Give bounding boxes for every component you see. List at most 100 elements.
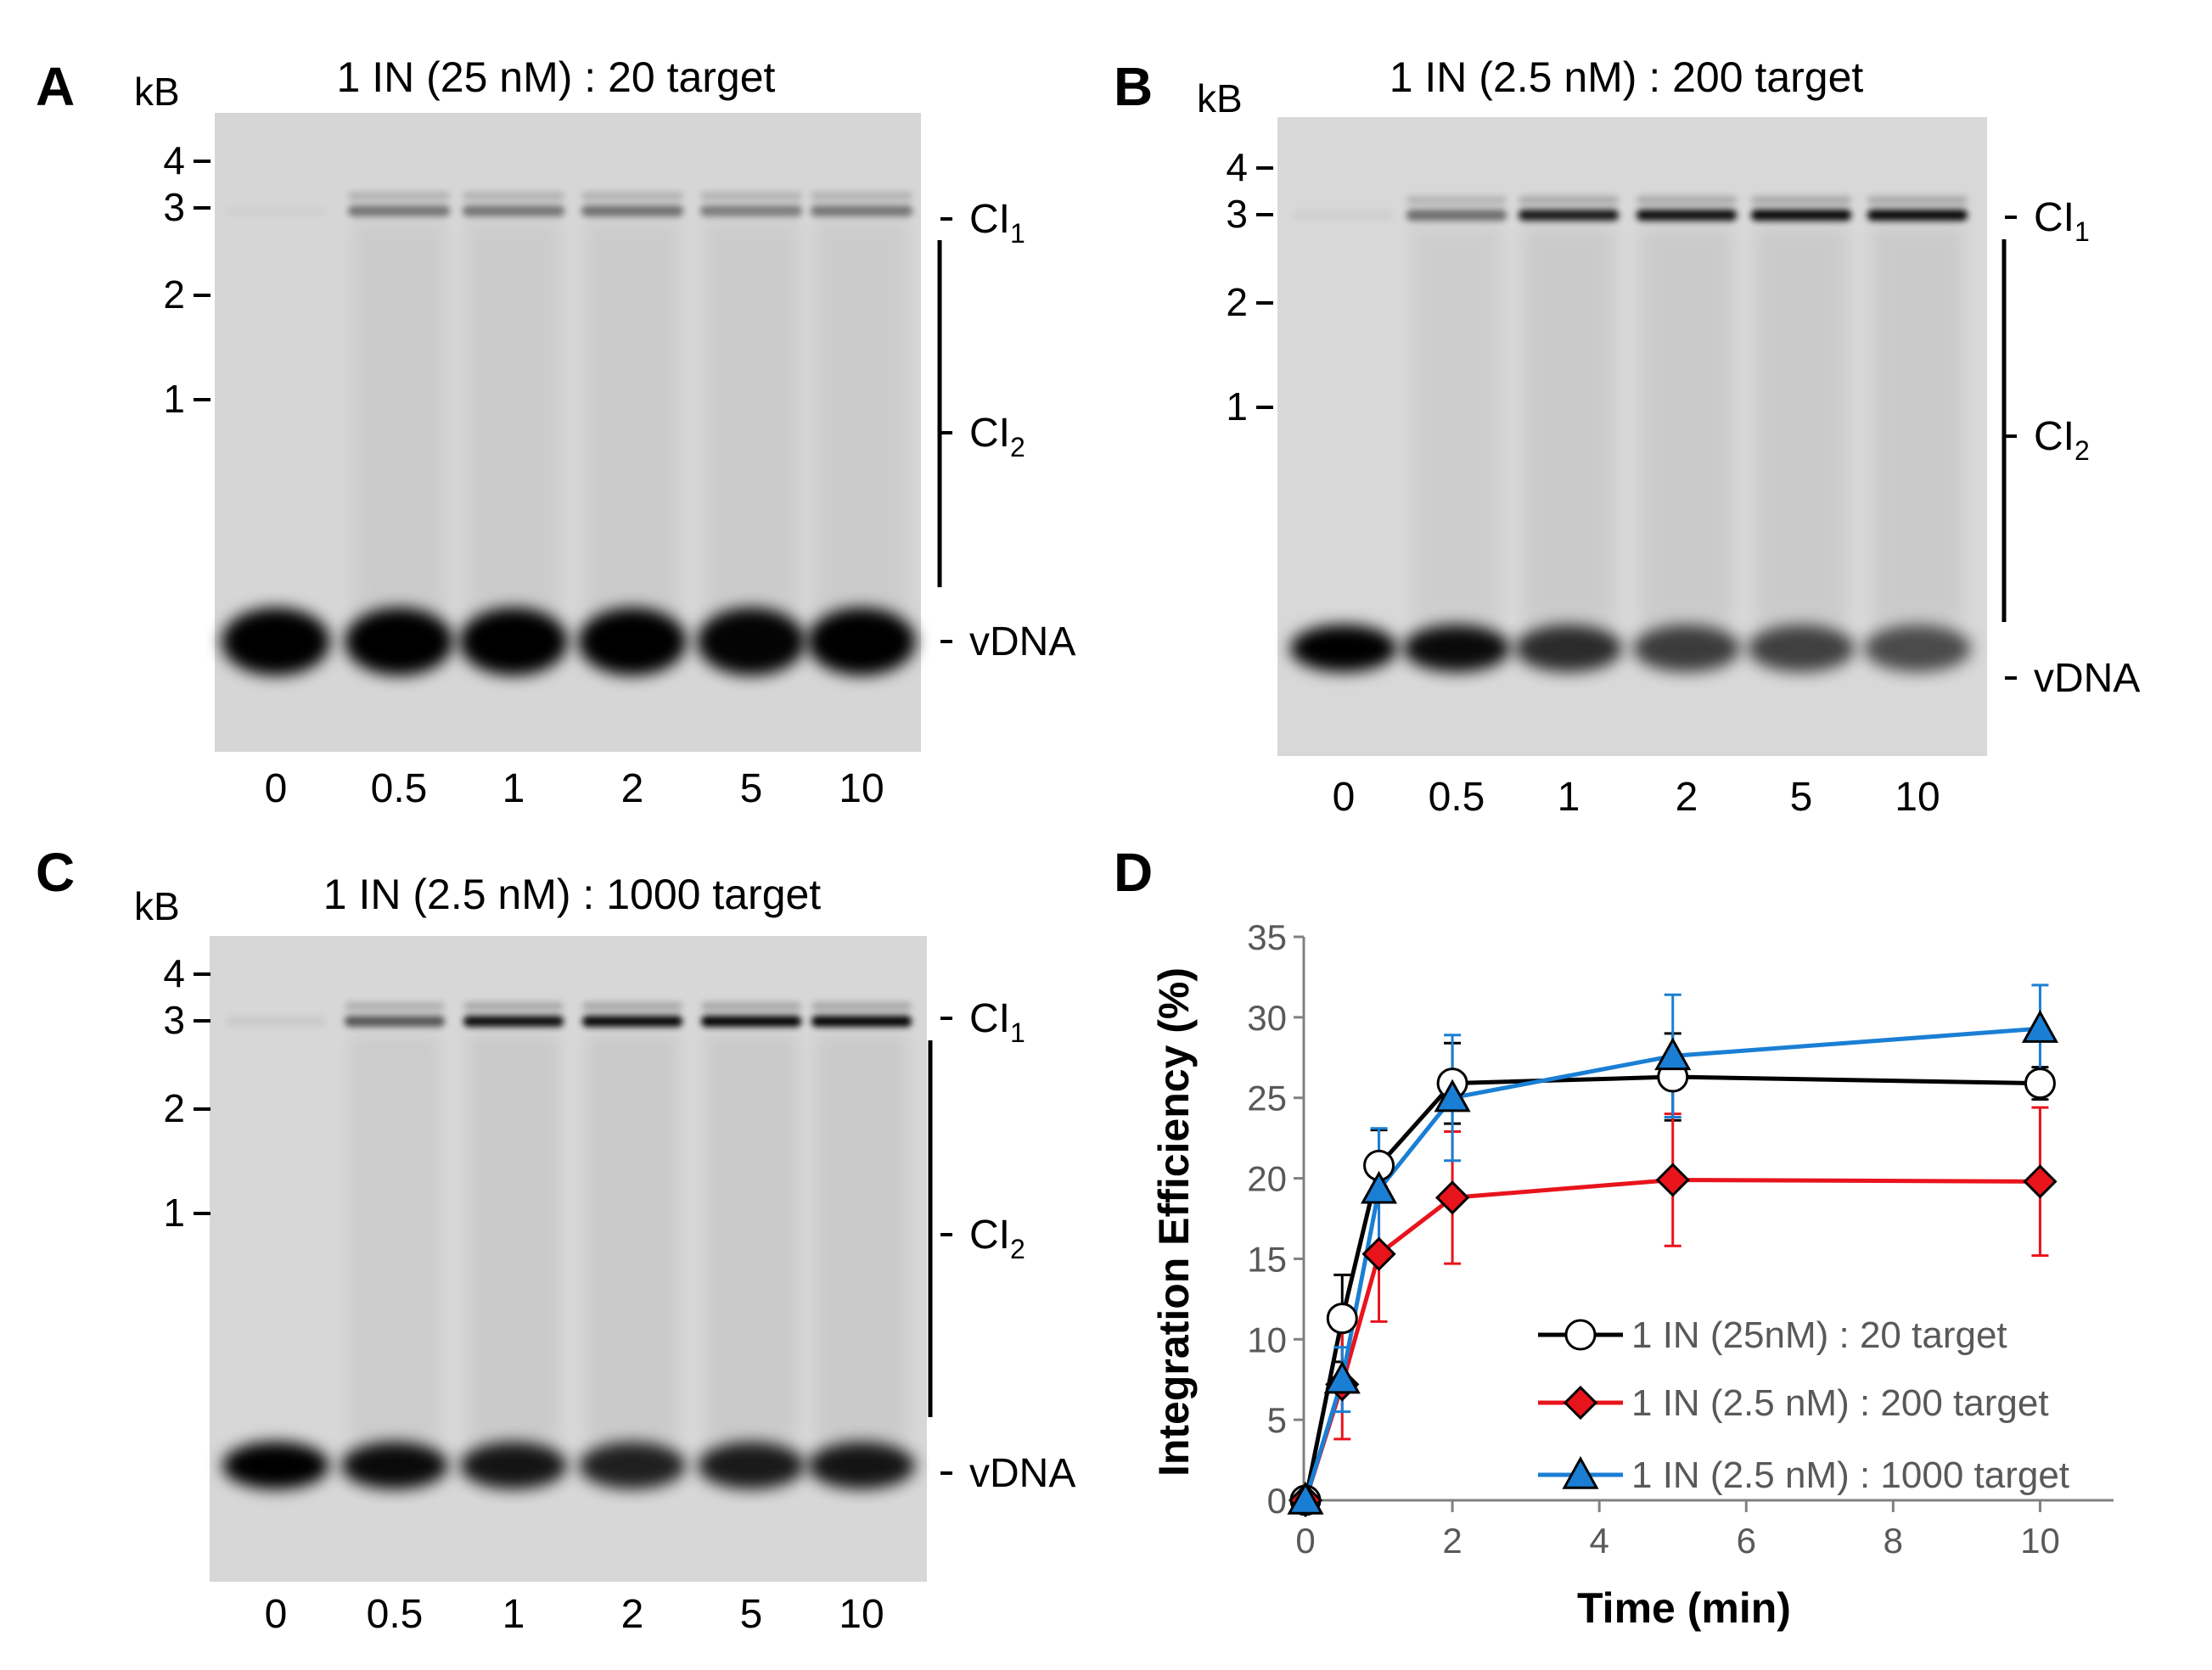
ci1-band <box>463 205 564 216</box>
legend-label: 1 IN (25nM) : 20 target <box>1631 1314 2007 1356</box>
vdna-band <box>1515 625 1622 672</box>
series-line <box>1303 1026 2041 1501</box>
ci1-label: CI1 <box>2034 195 2090 247</box>
ci2-smear <box>353 222 445 616</box>
upper-band <box>348 192 450 200</box>
upper-band <box>1637 196 1737 205</box>
ci2-smear <box>1872 227 1962 623</box>
gel-panel-b: B kB 1 IN (2.5 nM) : 200 target 4 3 2 1 … <box>1114 53 2140 820</box>
y-tick-label: 25 <box>1247 1079 1287 1118</box>
legend-marker-triangle <box>1562 1455 1599 1489</box>
ci2-smear <box>469 1035 559 1440</box>
data-point-triangle <box>1287 1481 1324 1515</box>
ci2-smear <box>350 1035 440 1440</box>
marker-label: 3 <box>163 185 185 229</box>
ci1-band <box>463 1016 564 1027</box>
gel-panel-a: A kB 1 IN (25 nM) : 20 target 4 3 2 1 CI… <box>36 53 1075 811</box>
ci1-band <box>345 1016 445 1027</box>
upper-band <box>1751 196 1851 205</box>
marker-label: 1 <box>1226 384 1248 429</box>
vdna-band <box>698 1442 805 1489</box>
upper-band <box>811 192 912 200</box>
legend-entry: 1 IN (2.5 nM) : 200 target <box>1538 1382 2049 1424</box>
lane-label: 1 <box>502 1592 525 1637</box>
vdna-label: vDNA <box>2034 656 2140 701</box>
marker-label: 2 <box>1226 280 1248 324</box>
upper-band <box>582 1002 682 1011</box>
ci2-label: CI2 <box>969 1213 1025 1264</box>
line-chart: 0 5 10 15 20 25 30 35 0 2 4 6 8 10 Time (min) Integrati… <box>1150 917 2114 1632</box>
lane-label: 5 <box>1790 775 1813 820</box>
lane-label: 0 <box>265 766 288 811</box>
ci1-band <box>811 1016 912 1027</box>
gel-lanes <box>222 192 916 675</box>
ci1-band <box>581 205 683 216</box>
ci1-band <box>811 205 912 216</box>
upper-band <box>700 192 802 200</box>
marker-label: 1 <box>163 1191 185 1235</box>
upper-band <box>1406 196 1507 205</box>
ci1-band <box>1406 210 1507 221</box>
panel-letter: C <box>36 842 75 903</box>
band-labels: CI1 CI2 vDNA <box>937 197 1075 664</box>
gel-background <box>210 936 927 1582</box>
size-markers: 4 3 2 1 <box>1226 145 1273 429</box>
ci2-smear <box>1756 227 1846 623</box>
lane-label: 1 <box>502 766 525 811</box>
data-point-triangle <box>2021 1010 2059 1043</box>
ci1-band <box>348 205 450 216</box>
vdna-band <box>579 1442 686 1489</box>
lane-label: 2 <box>621 1592 644 1637</box>
lane-label: 0.5 <box>371 766 428 811</box>
lane-labels: 0 0.5 1 2 5 10 <box>1333 775 1940 820</box>
ci2-smear <box>817 1035 907 1440</box>
marker-label: 2 <box>163 272 185 317</box>
y-tick-label: 35 <box>1247 917 1287 957</box>
upper-band <box>1867 196 1968 205</box>
vdna-band <box>697 608 806 675</box>
ci2-smear <box>1524 227 1614 623</box>
lane-labels: 0 0.5 1 2 5 10 <box>265 1592 884 1637</box>
vdna-band <box>1633 625 1740 672</box>
vdna-band <box>460 1442 567 1489</box>
ci2-label: CI2 <box>2034 414 2090 466</box>
y-axis-label: Integration Efficiency (%) <box>1150 967 1198 1477</box>
vdna-band <box>459 608 568 675</box>
data-point-diamond <box>1434 1180 1470 1215</box>
size-markers: 4 3 2 1 <box>163 951 211 1235</box>
band-labels: CI1 CI2 vDNA <box>928 996 1075 1496</box>
upper-band <box>345 1002 445 1011</box>
panel-letter: D <box>1114 842 1153 903</box>
lane-label: 2 <box>621 766 644 811</box>
x-tick-label: 2 <box>1442 1521 1462 1561</box>
ci2-smear <box>1642 227 1732 623</box>
lane-label: 10 <box>1895 775 1940 820</box>
vdna-band <box>1864 625 1971 672</box>
data-point-triangle <box>1654 1037 1692 1071</box>
ci1-label: CI1 <box>969 197 1025 249</box>
vdna-band <box>578 608 687 675</box>
x-tick-label: 8 <box>1884 1521 1903 1561</box>
legend-label: 1 IN (2.5 nM) : 1000 target <box>1631 1454 2069 1496</box>
lane-label: 2 <box>1676 775 1698 820</box>
legend-marker-diamond <box>1563 1385 1598 1421</box>
y-tick-label: 5 <box>1267 1400 1287 1440</box>
marker-label: 4 <box>163 951 185 995</box>
band-labels: CI1 CI2 vDNA <box>2001 195 2140 701</box>
upper-band <box>701 1002 801 1011</box>
series-line <box>1303 1074 2041 1501</box>
lane-labels: 0 0.5 1 2 5 10 <box>265 766 884 811</box>
gel-lanes <box>1290 196 1971 672</box>
ci1-band <box>701 1016 801 1027</box>
vdna-band <box>807 608 916 675</box>
size-markers: 4 3 2 1 <box>163 138 211 421</box>
ci2-smear <box>587 222 678 616</box>
vdna-band <box>1748 625 1855 672</box>
data-point-triangle <box>1323 1360 1361 1394</box>
x-tick-label: 10 <box>2020 1521 2060 1561</box>
legend-entry: 1 IN (2.5 nM) : 1000 target <box>1538 1454 2069 1496</box>
gel-title: 1 IN (2.5 nM) : 200 target <box>1390 53 1864 101</box>
ci1-band <box>225 205 327 216</box>
kb-label: kB <box>134 884 180 928</box>
lane-label: 1 <box>1558 775 1580 820</box>
